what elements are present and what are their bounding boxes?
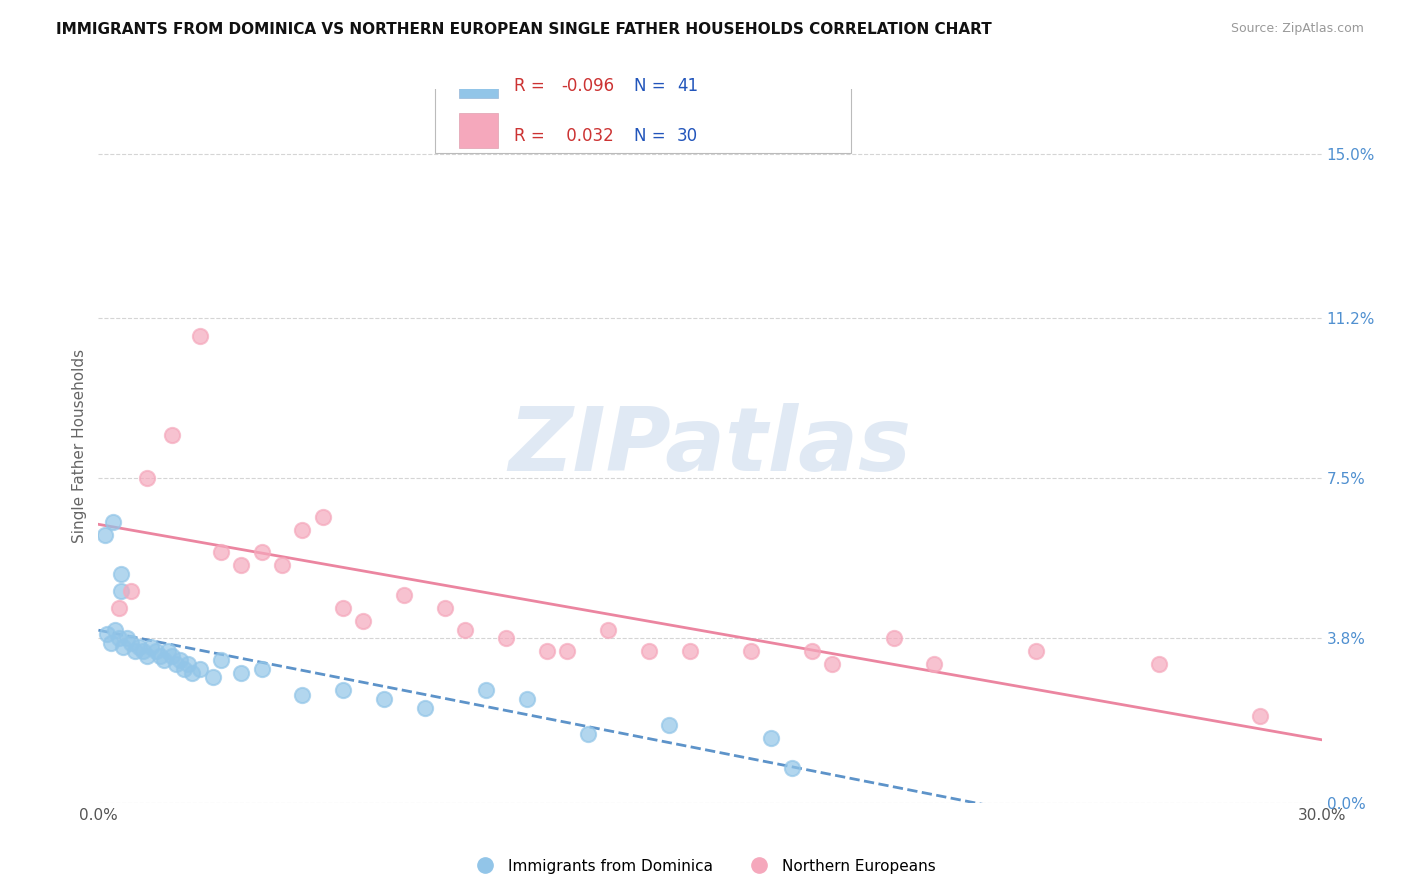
- Point: [250, 662, 273, 676]
- Point: [1147, 657, 1170, 672]
- Point: [141, 640, 163, 654]
- Point: [638, 644, 661, 658]
- Point: [108, 601, 131, 615]
- Point: [110, 583, 132, 598]
- Point: [136, 648, 159, 663]
- Point: [679, 644, 702, 658]
- Point: [373, 692, 395, 706]
- Point: [312, 510, 335, 524]
- Point: [454, 623, 477, 637]
- Point: [352, 614, 374, 628]
- Text: ZIPatlas: ZIPatlas: [509, 402, 911, 490]
- Point: [801, 644, 824, 658]
- FancyBboxPatch shape: [460, 62, 498, 98]
- Point: [124, 644, 146, 658]
- Text: IMMIGRANTS FROM DOMINICA VS NORTHERN EUROPEAN SINGLE FATHER HOUSEHOLDS CORRELATI: IMMIGRANTS FROM DOMINICA VS NORTHERN EUR…: [56, 22, 993, 37]
- Point: [536, 644, 558, 658]
- Point: [160, 428, 183, 442]
- Point: [576, 726, 599, 740]
- Point: [132, 644, 155, 658]
- Point: [495, 632, 517, 646]
- Point: [433, 601, 456, 615]
- Text: N =: N =: [634, 77, 671, 95]
- Point: [110, 566, 132, 581]
- Point: [173, 662, 195, 676]
- Point: [128, 640, 150, 654]
- Point: [1025, 644, 1047, 658]
- Point: [104, 623, 127, 637]
- Text: N =: N =: [634, 127, 671, 145]
- Point: [160, 648, 183, 663]
- Point: [96, 627, 118, 641]
- Point: [474, 683, 498, 698]
- Point: [231, 666, 253, 681]
- Point: [883, 632, 905, 646]
- Text: 30: 30: [678, 127, 699, 145]
- Point: [209, 653, 232, 667]
- Point: [93, 527, 115, 541]
- Point: [115, 632, 138, 646]
- Point: [250, 545, 273, 559]
- Point: [111, 640, 134, 654]
- Point: [209, 545, 232, 559]
- Point: [120, 583, 142, 598]
- Point: [740, 644, 762, 658]
- Point: [120, 636, 142, 650]
- Text: -0.096: -0.096: [561, 77, 614, 95]
- Point: [188, 328, 212, 343]
- Point: [759, 731, 782, 745]
- Point: [136, 471, 159, 485]
- Point: [181, 666, 204, 681]
- Point: [332, 683, 354, 698]
- FancyBboxPatch shape: [460, 112, 498, 148]
- Point: [231, 558, 253, 572]
- Point: [332, 601, 354, 615]
- Point: [516, 692, 538, 706]
- Point: [557, 644, 579, 658]
- Y-axis label: Single Father Households: Single Father Households: [72, 349, 87, 543]
- Point: [413, 700, 436, 714]
- Legend: Immigrants from Dominica, Northern Europeans: Immigrants from Dominica, Northern Europ…: [464, 853, 942, 880]
- Point: [165, 657, 187, 672]
- Point: [100, 636, 122, 650]
- Text: 0.032: 0.032: [561, 127, 613, 145]
- Point: [156, 644, 179, 658]
- Point: [658, 718, 681, 732]
- Point: [780, 761, 803, 775]
- Point: [291, 524, 314, 538]
- Point: [108, 632, 131, 646]
- Text: R =: R =: [515, 127, 550, 145]
- Text: R =: R =: [515, 77, 550, 95]
- Point: [149, 648, 172, 663]
- Point: [169, 653, 191, 667]
- Point: [101, 515, 124, 529]
- Text: Source: ZipAtlas.com: Source: ZipAtlas.com: [1230, 22, 1364, 36]
- Point: [1249, 709, 1271, 723]
- Point: [291, 688, 314, 702]
- Point: [145, 644, 167, 658]
- Point: [392, 588, 416, 602]
- Point: [152, 653, 174, 667]
- Point: [821, 657, 844, 672]
- Point: [188, 662, 212, 676]
- Text: 41: 41: [678, 77, 699, 95]
- Point: [201, 670, 224, 684]
- Point: [270, 558, 294, 572]
- Point: [922, 657, 945, 672]
- Point: [596, 623, 619, 637]
- FancyBboxPatch shape: [434, 54, 851, 153]
- Point: [177, 657, 200, 672]
